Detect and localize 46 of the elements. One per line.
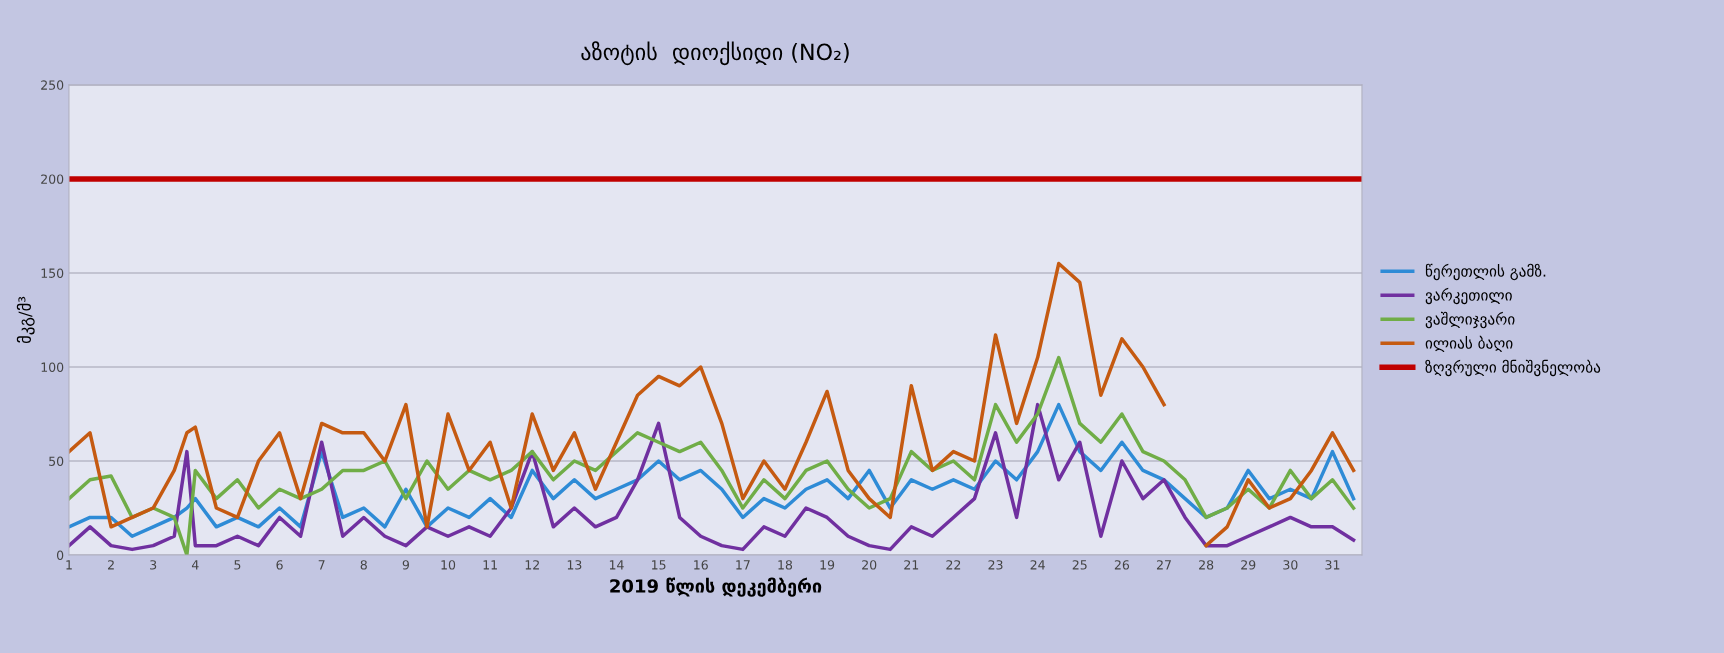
x-tick-label: 25 [1072,560,1087,570]
x-tick-label: 24 [1030,560,1045,570]
legend-label: ვაშლიჯვარი [1425,311,1515,329]
x-tick-label: 30 [1283,560,1298,570]
x-axis-title: 2019 წლის დეკემბერი [610,577,822,597]
y-tick-label: 250 [41,80,64,90]
x-tick-label: 7 [318,560,325,570]
x-tick-label: 16 [694,560,708,570]
x-tick-label: 26 [1114,560,1130,570]
x-tick-label: 10 [441,560,456,570]
x-tick-label: 8 [360,560,367,570]
x-tick-label: 20 [862,560,877,570]
x-tick-label: 14 [609,560,624,570]
x-tick-label: 5 [234,560,241,570]
x-tick-label: 29 [1241,560,1256,570]
x-tick-label: 28 [1199,560,1214,570]
x-tick-label: 21 [904,560,919,570]
x-tick-label: 1 [66,560,72,570]
x-tick-label: 27 [1156,560,1171,570]
x-tick-label: 4 [191,560,199,570]
y-tick-label: 100 [41,362,64,372]
x-tick-label: 9 [402,560,409,570]
x-tick-label: 13 [567,560,582,570]
x-tick-label: 15 [652,560,666,570]
x-tick-label: 23 [988,560,1003,570]
y-tick-label: 0 [56,550,64,560]
chart-title: აზოტის დიოქსიდი (NO₂) [581,41,849,66]
line-series [68,355,1356,556]
x-tick-label: 22 [946,560,961,570]
x-tick-label: 17 [736,560,750,570]
legend-label: ზღვრული მნიშვნელობა [1425,359,1601,377]
y-axis-title: მკგ/მ³ [16,296,35,344]
legend-label: წერეთლის გამზ. [1425,263,1546,281]
x-tick-label: 6 [276,560,283,570]
legend-label: ვარკეთილი [1425,287,1512,305]
y-tick-label: 50 [49,456,64,466]
y-tick-label: 200 [41,174,64,184]
x-tick-label: 31 [1325,560,1340,570]
x-tick-label: 2 [108,560,114,570]
y-tick-label: 150 [41,268,64,278]
x-tick-label: 18 [778,560,793,570]
legend-label: ილიას ბაღი [1425,335,1513,353]
x-tick-label: 12 [525,560,539,570]
x-tick-label: 11 [483,560,497,570]
x-tick-label: 3 [150,560,157,570]
x-tick-label: 19 [820,560,835,570]
